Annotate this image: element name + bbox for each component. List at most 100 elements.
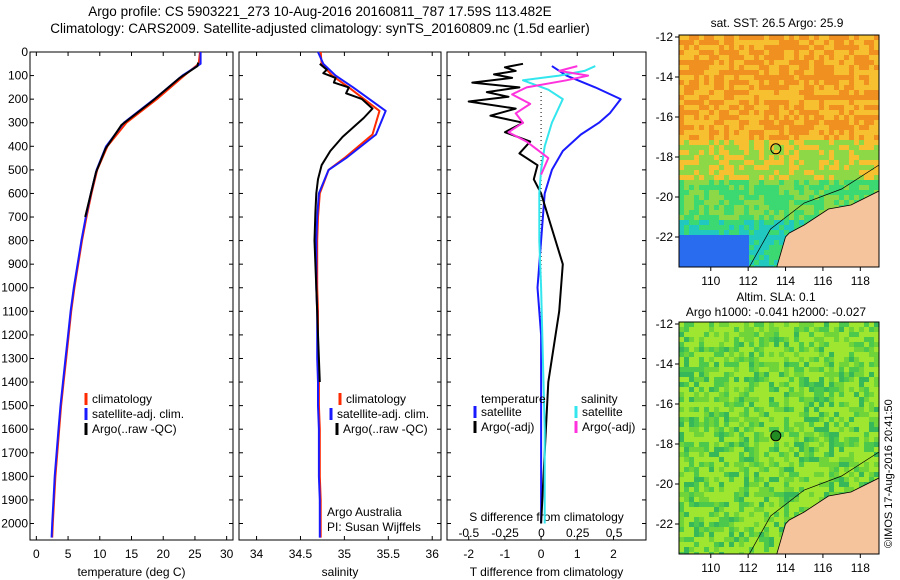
map-2-cell: [679, 352, 684, 357]
map-2-cell: [779, 482, 784, 487]
map-1-cell: [784, 95, 789, 100]
map-2-cell: [789, 507, 794, 512]
map-1-cell: [784, 90, 789, 95]
map-2-cell: [834, 362, 839, 367]
map-1-cell: [854, 185, 859, 190]
map-2-cell: [759, 407, 764, 412]
map-2-cell: [709, 482, 714, 487]
map-1-cell: [769, 105, 774, 110]
map-2-cell: [864, 427, 869, 432]
map-1-cell: [789, 220, 794, 225]
map-1-cell: [769, 120, 774, 125]
map-1-cell: [704, 40, 709, 45]
map-2-cell: [814, 327, 819, 332]
map-2-cell: [729, 457, 734, 462]
map-1-cell: [799, 135, 804, 140]
map-1-cell: [859, 190, 864, 195]
panel-2-xtick-label: 36: [426, 547, 440, 561]
map-2-cell: [789, 337, 794, 342]
map-1-cell: [784, 220, 789, 225]
map-1-cell: [709, 125, 714, 130]
map-2-cell: [754, 322, 759, 327]
map-1-cell: [679, 120, 684, 125]
map-1-cell: [844, 135, 849, 140]
map-2-cell: [719, 417, 724, 422]
map-2-cell: [854, 377, 859, 382]
map-2-cell: [854, 347, 859, 352]
map-1-cell: [689, 160, 694, 165]
map-1-ytick-label: -14: [656, 70, 674, 84]
map-1-cell: [739, 60, 744, 65]
map-2-cell: [724, 512, 729, 517]
map-1-cell: [819, 140, 824, 145]
map-1-cell: [849, 140, 854, 145]
map-1-cell: [694, 220, 699, 225]
map-2-cell: [729, 487, 734, 492]
map-1-cell: [739, 175, 744, 180]
map-1-cell: [834, 70, 839, 75]
map-1-cell: [689, 250, 694, 255]
map-1-cell: [699, 235, 704, 240]
map-2-cell: [714, 442, 719, 447]
map-1-cell: [714, 85, 719, 90]
chart-title-line2: Climatology: CARS2009. Satellite-adjuste…: [50, 21, 590, 36]
map-1-cell: [709, 70, 714, 75]
map-1-cell: [854, 130, 859, 135]
map-1-cell: [809, 55, 814, 60]
map-1-cell: [724, 250, 729, 255]
map-2-cell: [754, 447, 759, 452]
map-1-cell: [759, 140, 764, 145]
map-1-cell: [849, 185, 854, 190]
map-2-cell: [719, 472, 724, 477]
map-2-cell: [789, 437, 794, 442]
map-2-cell: [754, 537, 759, 542]
map-1-cell: [799, 75, 804, 80]
map-1-cell: [714, 40, 719, 45]
panel-1-series-argo-raw-qc-: [84, 62, 200, 218]
map-2-cell: [804, 507, 809, 512]
map-1-cell: [709, 60, 714, 65]
map-1-cell: [864, 35, 869, 40]
map-2-cell: [679, 332, 684, 337]
map-2-cell: [809, 492, 814, 497]
map-1-cell: [774, 185, 779, 190]
map-1-cell: [724, 100, 729, 105]
map-1-cell: [759, 195, 764, 200]
map-2-cell: [774, 372, 779, 377]
map-2-cell: [864, 442, 869, 447]
map-1-cell: [699, 105, 704, 110]
map-1-cell: [869, 105, 874, 110]
map-2-cell: [799, 437, 804, 442]
map-1-cell: [859, 65, 864, 70]
map-1-cell: [749, 55, 754, 60]
map-2-cell: [694, 402, 699, 407]
map-2-cell: [739, 352, 744, 357]
map-2-cell: [779, 377, 784, 382]
map-1-cell: [824, 70, 829, 75]
map-2-cell: [789, 457, 794, 462]
map-2-cell: [734, 547, 739, 552]
map-1-cell: [829, 40, 834, 45]
map-2-cell: [849, 447, 854, 452]
map-2-cell: [874, 367, 879, 372]
map-2-cell: [764, 452, 769, 457]
map-2-cell: [744, 532, 749, 537]
map-1-cell: [689, 115, 694, 120]
map-1-cell: [864, 130, 869, 135]
map-1-cell: [859, 60, 864, 65]
map-2-cell: [829, 327, 834, 332]
map-2-cell: [679, 452, 684, 457]
map-2-cell: [774, 502, 779, 507]
map-1-cell: [714, 150, 719, 155]
map-2-cell: [719, 442, 724, 447]
map-1-cell: [679, 140, 684, 145]
map-1-cell: [749, 195, 754, 200]
map-1-cell: [804, 175, 809, 180]
map-2-cell: [774, 462, 779, 467]
map-1-cell: [844, 195, 849, 200]
map-1-cell: [719, 90, 724, 95]
map-1-cell: [799, 85, 804, 90]
map-2-cell: [699, 477, 704, 482]
map-1-cell: [869, 135, 874, 140]
map-1-cell: [734, 130, 739, 135]
